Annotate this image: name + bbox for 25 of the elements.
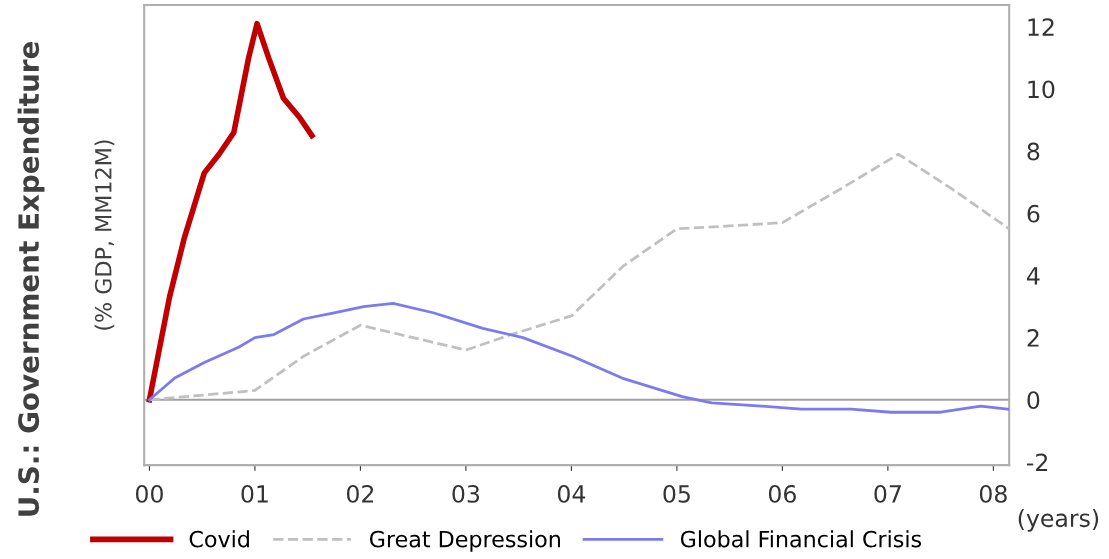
legend-label: Global Financial Crisis (680, 530, 922, 548)
x-tick-label: 06 (768, 484, 796, 503)
x-tick-label: 05 (663, 484, 690, 503)
x-tick-label: 02 (346, 484, 374, 503)
x-tick-label: 07 (874, 484, 901, 503)
x-tick-label: 01 (241, 484, 268, 503)
line-series (148, 152, 1010, 402)
x-tick-label: 03 (452, 484, 480, 503)
y-tick-label: 0 (1027, 391, 1040, 410)
y-tick-label: 4 (1027, 267, 1040, 285)
legend-label: Great Depression (369, 530, 560, 552)
y-tick-label: 10 (1028, 80, 1055, 99)
y-tick-label: 12 (1028, 18, 1054, 36)
line-series (148, 302, 1010, 414)
legend-label: Covid (189, 530, 249, 548)
y-tick-label: 2 (1027, 329, 1039, 347)
x-tick-label: 04 (557, 484, 586, 503)
text: (% GDP, MM12M) (94, 140, 115, 330)
y-tick-label: -2 (1027, 453, 1048, 471)
y-tick-label: 8 (1027, 142, 1040, 161)
y-axis-title: U.S.: Government Expenditure (17, 42, 45, 516)
x-tick-label: 08 (979, 484, 1007, 503)
y-tick-label: 6 (1027, 204, 1040, 223)
x-tick-label: 00 (135, 484, 163, 503)
x-axis-title: (years) (1018, 508, 1099, 532)
